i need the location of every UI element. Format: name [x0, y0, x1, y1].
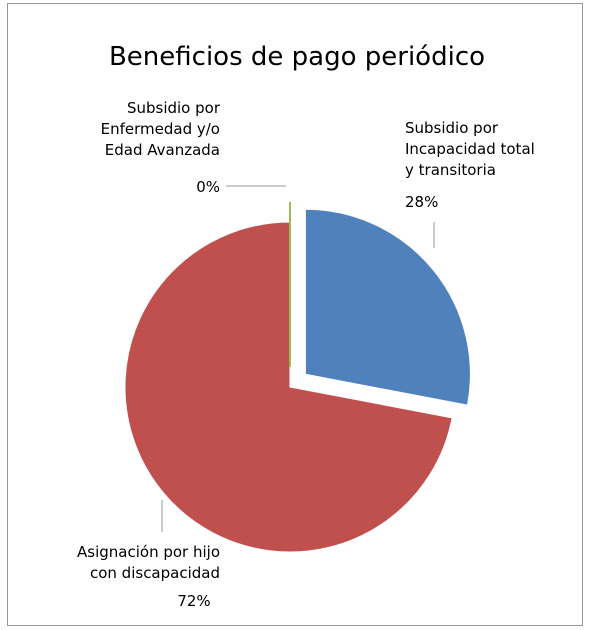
pie-slice [304, 208, 471, 406]
slice-label: Asignación por hijo con discapacidad [77, 543, 220, 582]
value-label: 28% [405, 193, 438, 211]
value-label: 72% [177, 592, 210, 610]
slice-label: Subsidio por Enfermedad y/o Edad Avanzada [101, 99, 221, 159]
chart-title: Beneficios de pago periódico [109, 42, 485, 72]
slice-label: Subsidio por Incapacidad total y transitor… [405, 119, 535, 179]
value-label: 0% [196, 178, 220, 196]
pie-slice [124, 221, 453, 553]
